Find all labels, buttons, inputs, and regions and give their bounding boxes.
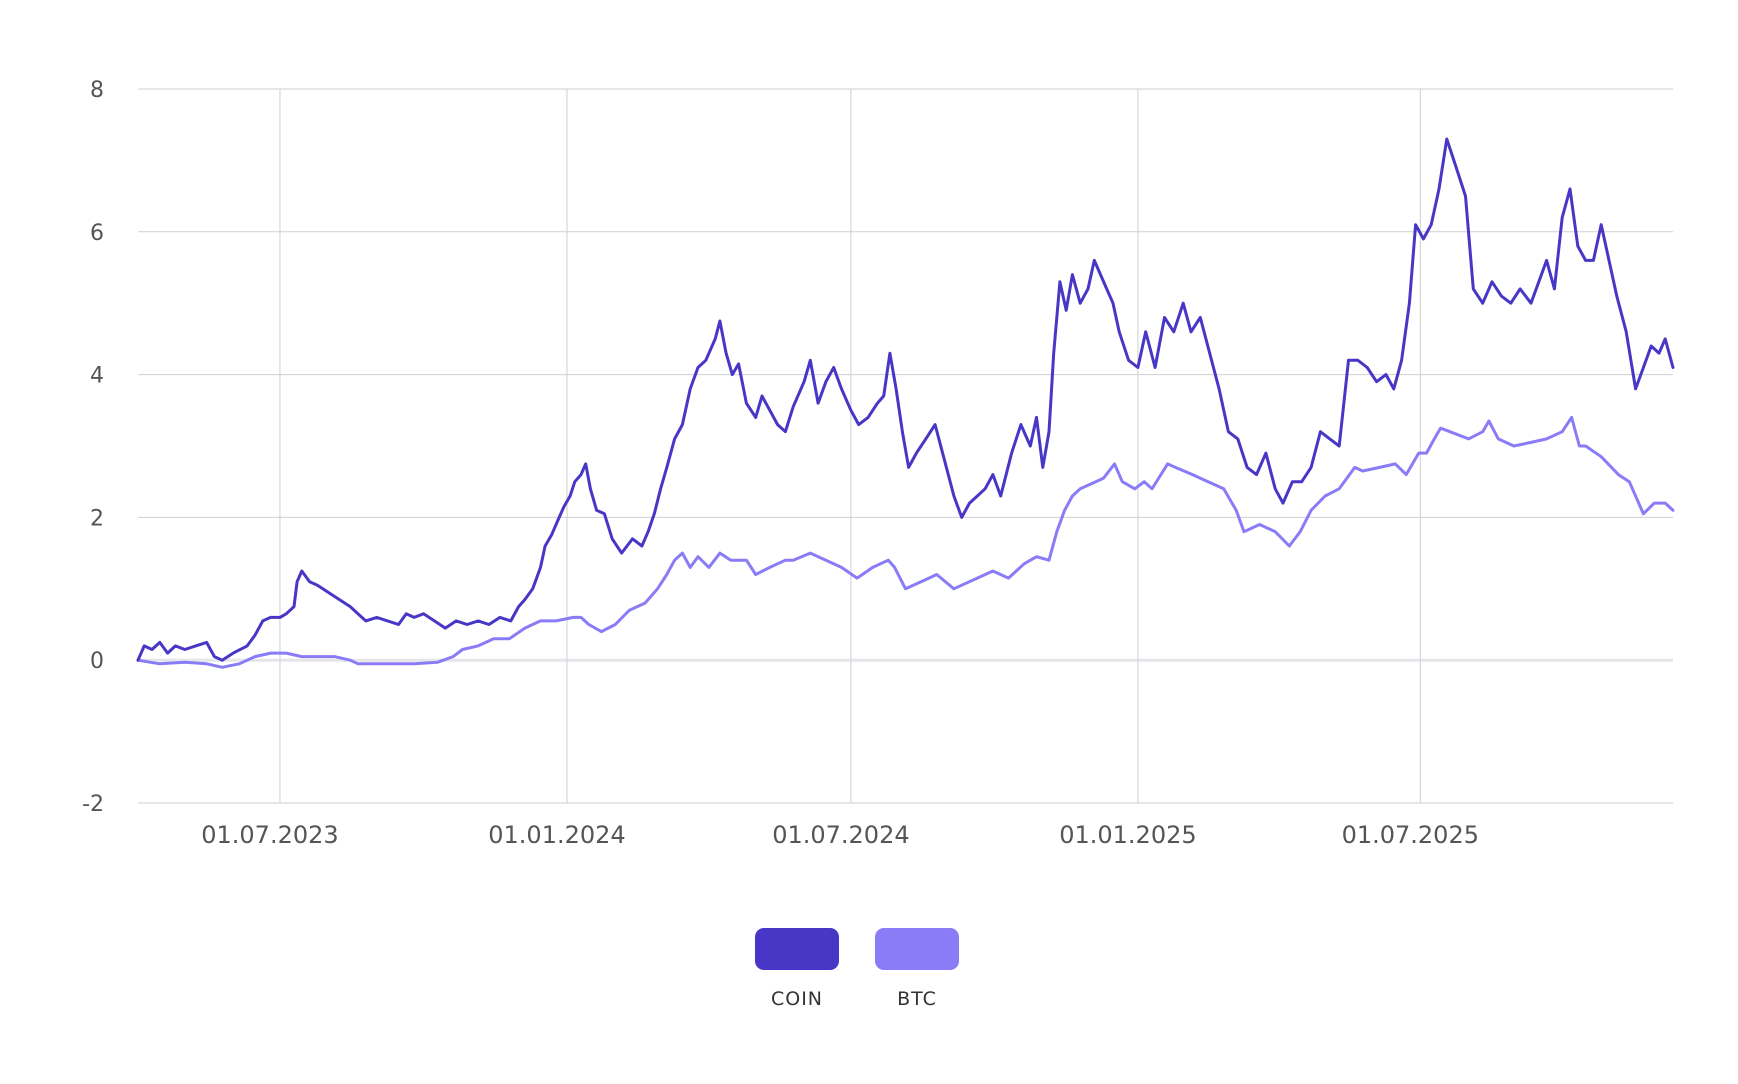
series-line-coin: [136, 137, 1675, 662]
y-tick-label: -2: [82, 792, 104, 817]
x-tick-label: 01.07.2024: [772, 821, 909, 849]
y-tick-label: 2: [90, 506, 104, 531]
y-tick-label: 8: [90, 78, 104, 103]
y-tick-label: 6: [90, 221, 104, 246]
legend-swatch-btc: [875, 928, 959, 970]
x-tick-label: 01.01.2025: [1059, 821, 1196, 849]
legend: COIN BTC: [0, 928, 1726, 1010]
y-tick-label: 4: [90, 364, 104, 389]
x-tick-label: 01.01.2024: [488, 821, 625, 849]
legend-item-btc[interactable]: BTC: [875, 928, 959, 1010]
legend-item-coin[interactable]: COIN: [755, 928, 839, 1010]
series-line-btc: [136, 415, 1675, 669]
y-tick-label: 0: [90, 649, 104, 674]
legend-swatch-coin: [755, 928, 839, 970]
legend-label-btc: BTC: [897, 988, 937, 1010]
x-tick-label: 01.07.2025: [1342, 821, 1479, 849]
legend-label-coin: COIN: [770, 988, 824, 1010]
x-tick-label: 01.07.2023: [201, 821, 338, 849]
